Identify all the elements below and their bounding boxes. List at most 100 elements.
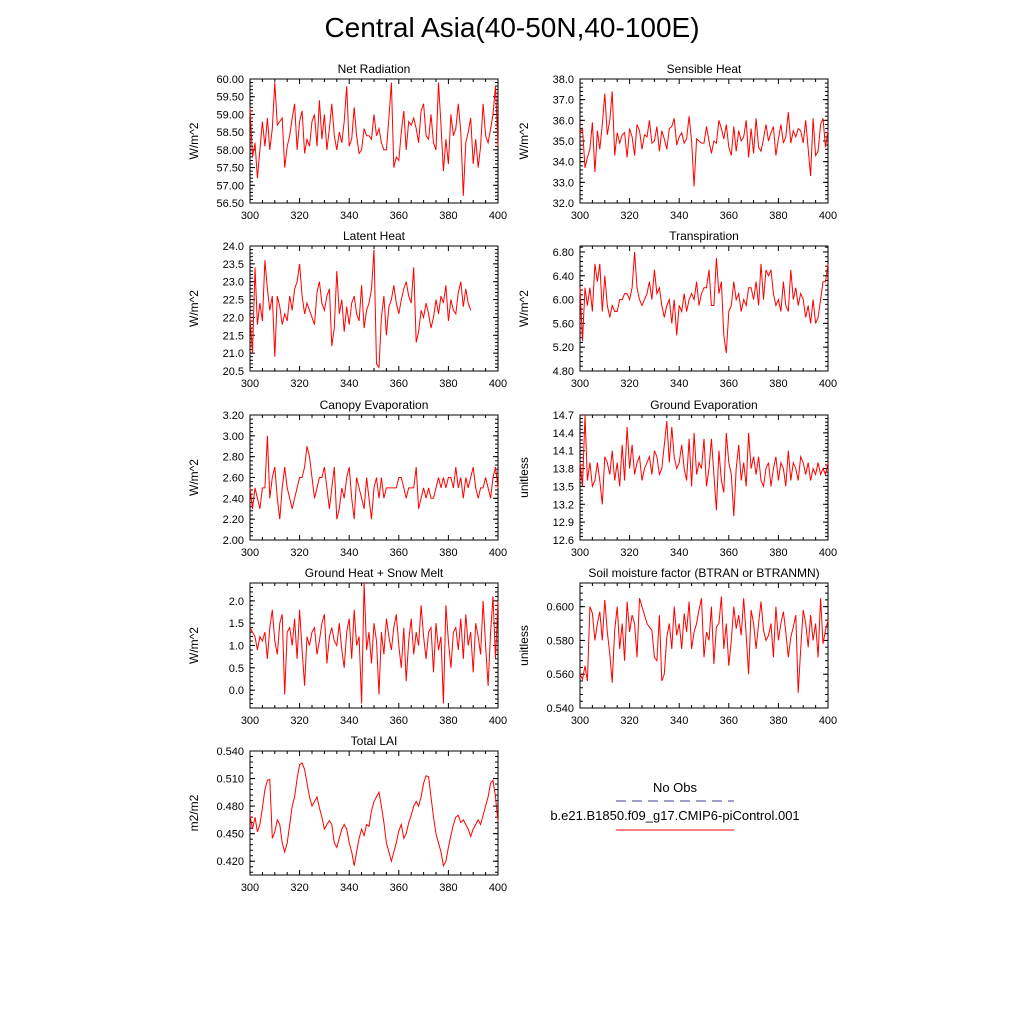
x-tick-label: 320 — [290, 210, 308, 222]
x-tick-label: 300 — [241, 715, 259, 727]
series-line — [249, 249, 472, 369]
y-tick-label: 0.580 — [546, 635, 574, 647]
legend-obs-label: No Obs — [653, 780, 698, 795]
x-tick-label: 340 — [340, 378, 358, 390]
x-tick-label: 320 — [290, 378, 308, 390]
x-tick-label: 360 — [390, 882, 408, 894]
y-axis-label: W/m^2 — [517, 290, 531, 327]
y-tick-label: 0.510 — [216, 774, 244, 786]
y-tick-label: 0.600 — [546, 602, 574, 614]
panel-0: 300 320 340 360 380 400 56.50 57.00 57.50 58.00 58… — [187, 62, 507, 222]
panel-3: 300 320 340 360 380 400 4.80 5.20 5.60 6.00 6.40 6.… — [517, 229, 837, 390]
y-tick-label: 6.00 — [553, 295, 574, 307]
y-tick-label: 14.1 — [553, 446, 574, 458]
y-axis-label: m2/m2 — [187, 794, 201, 831]
y-tick-label: 2.0 — [229, 596, 244, 608]
y-tick-label: 14.7 — [553, 410, 574, 422]
y-tick-label: 56.50 — [216, 198, 244, 210]
y-tick-label: 2.00 — [223, 535, 244, 547]
y-tick-label: 2.40 — [223, 493, 244, 505]
y-tick-label: 22.0 — [223, 312, 244, 324]
x-tick-label: 400 — [819, 547, 837, 559]
plot-frame — [579, 245, 829, 372]
y-tick-label: 5.20 — [553, 342, 574, 354]
y-tick-label: 20.5 — [223, 366, 244, 378]
x-tick-label: 300 — [241, 547, 259, 559]
y-axis-label: W/m^2 — [187, 122, 201, 159]
panel-title: Sensible Heat — [667, 62, 742, 76]
y-tick-label: 6.40 — [553, 271, 574, 283]
x-tick-label: 340 — [340, 715, 358, 727]
y-tick-label: 36.0 — [553, 115, 574, 127]
x-tick-label: 400 — [489, 378, 507, 390]
y-axis-label: W/m^2 — [517, 122, 531, 159]
y-tick-label: 37.0 — [553, 95, 574, 107]
x-tick-label: 380 — [769, 547, 787, 559]
x-tick-label: 400 — [489, 715, 507, 727]
x-tick-label: 320 — [620, 715, 638, 727]
x-tick-label: 400 — [819, 378, 837, 390]
y-tick-label: 1.0 — [229, 641, 244, 653]
x-tick-label: 340 — [340, 882, 358, 894]
y-tick-label: 1.5 — [229, 618, 244, 630]
y-tick-label: 2.80 — [223, 452, 244, 464]
x-tick-label: 380 — [439, 882, 457, 894]
x-tick-label: 360 — [720, 378, 738, 390]
y-tick-label: 6.80 — [553, 247, 574, 259]
panel-title: Net Radiation — [338, 62, 411, 76]
x-tick-label: 360 — [390, 715, 408, 727]
panel-4: 300 320 340 360 380 400 2.00 2.20 2.40 2.60 2.80 3.… — [187, 398, 507, 559]
x-tick-label: 300 — [571, 715, 589, 727]
x-tick-label: 380 — [769, 378, 787, 390]
y-tick-label: 0.5 — [229, 663, 244, 675]
x-tick-label: 360 — [390, 547, 408, 559]
y-tick-label: 60.00 — [216, 74, 244, 86]
y-tick-label: 13.8 — [553, 464, 574, 476]
x-tick-label: 360 — [390, 210, 408, 222]
y-tick-label: 3.20 — [223, 410, 244, 422]
x-tick-label: 320 — [620, 378, 638, 390]
y-tick-label: 4.80 — [553, 366, 574, 378]
panel-title: Ground Evaporation — [650, 398, 757, 412]
panel-5: 300 320 340 360 380 400 12.6 12.9 13.2 13.5 13.8 14… — [517, 398, 837, 559]
y-tick-label: 0.480 — [216, 801, 244, 813]
y-tick-label: 13.5 — [553, 481, 574, 493]
series-line — [579, 251, 829, 354]
y-tick-label: 12.6 — [553, 535, 574, 547]
y-tick-label: 24.0 — [223, 241, 244, 253]
x-tick-label: 400 — [489, 210, 507, 222]
x-tick-label: 340 — [340, 210, 358, 222]
y-tick-label: 38.0 — [553, 74, 574, 86]
series-line — [579, 414, 829, 517]
x-tick-label: 360 — [720, 210, 738, 222]
panel-title: Soil moisture factor (BTRAN or BTRANMN) — [588, 566, 819, 580]
y-tick-label: 58.50 — [216, 127, 244, 139]
series-line — [249, 82, 499, 196]
series-line — [249, 762, 499, 868]
x-tick-label: 380 — [439, 547, 457, 559]
x-tick-label: 300 — [241, 378, 259, 390]
y-tick-label: 0.450 — [216, 829, 244, 841]
y-tick-label: 0.420 — [216, 856, 244, 868]
y-tick-label: 32.0 — [553, 198, 574, 210]
y-tick-label: 0.0 — [229, 685, 244, 697]
panel-1: 300 320 340 360 380 400 32.0 33.0 34.0 35.0 36.0 37… — [517, 62, 837, 222]
x-tick-label: 320 — [620, 210, 638, 222]
y-tick-label: 34.0 — [553, 157, 574, 169]
y-tick-label: 57.50 — [216, 163, 244, 175]
x-tick-label: 400 — [489, 882, 507, 894]
x-tick-label: 380 — [769, 715, 787, 727]
y-tick-label: 2.60 — [223, 473, 244, 485]
y-tick-label: 2.20 — [223, 514, 244, 526]
y-tick-label: 14.4 — [553, 428, 574, 440]
series-line — [249, 435, 499, 520]
page-title: Central Asia(40-50N,40-100E) — [324, 12, 700, 43]
x-tick-label: 340 — [670, 715, 688, 727]
x-tick-label: 340 — [670, 547, 688, 559]
x-tick-label: 300 — [241, 210, 259, 222]
panel-6: 300 320 340 360 380 400 0.0 0.5 1.0 1.5 2.0 Ground … — [187, 566, 507, 727]
x-tick-label: 360 — [390, 378, 408, 390]
panel-8: 300 320 340 360 380 400 0.420 0.450 0.480 0.510 0.… — [187, 734, 507, 894]
y-tick-label: 57.00 — [216, 180, 244, 192]
y-tick-label: 22.5 — [223, 295, 244, 307]
